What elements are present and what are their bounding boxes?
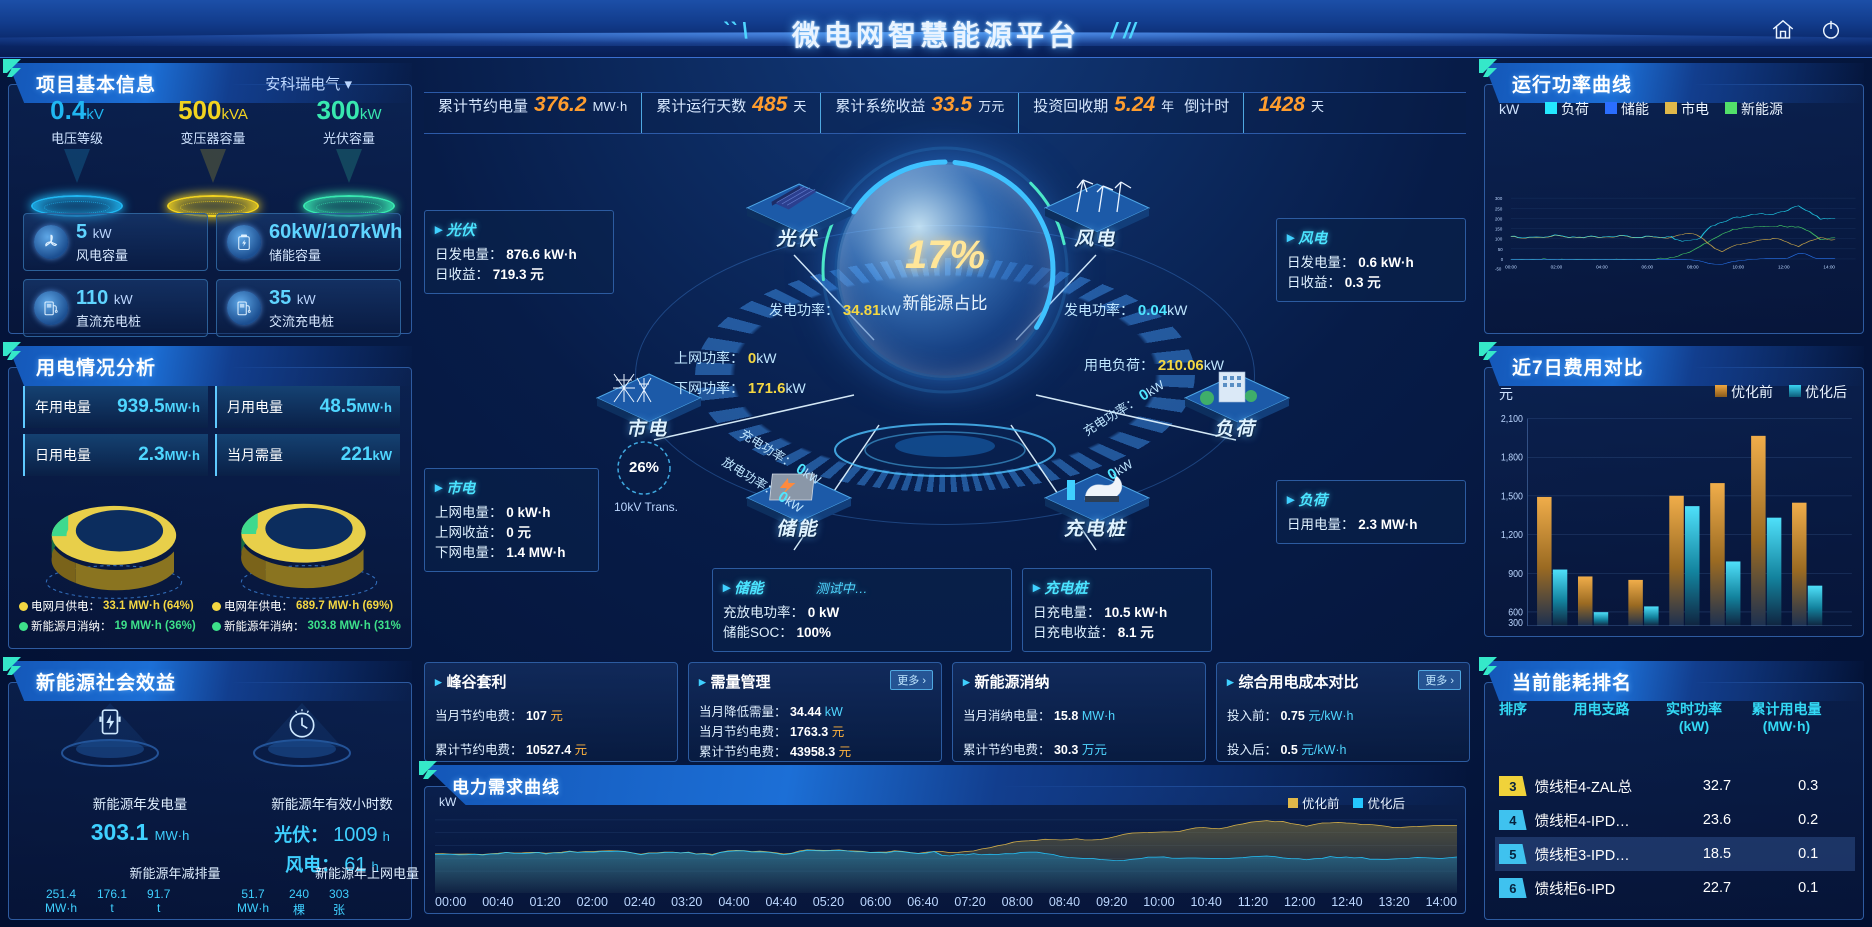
svg-text:14:00: 14:00 xyxy=(1823,265,1835,270)
svg-text:04:00: 04:00 xyxy=(1596,265,1608,270)
svg-text:00:00: 00:00 xyxy=(1505,265,1517,270)
svg-text:150: 150 xyxy=(1495,227,1503,232)
svg-text:02:00: 02:00 xyxy=(1551,265,1563,270)
svg-text:900: 900 xyxy=(1508,568,1523,579)
svg-text:200: 200 xyxy=(1495,216,1503,221)
svg-text:1,800: 1,800 xyxy=(1501,452,1523,463)
svg-text:0: 0 xyxy=(1501,257,1504,262)
svg-text:06:00: 06:00 xyxy=(1642,265,1654,270)
svg-text:250: 250 xyxy=(1495,206,1503,211)
svg-text:1,200: 1,200 xyxy=(1501,530,1523,541)
svg-text:300: 300 xyxy=(1495,196,1503,201)
svg-text:10:00: 10:00 xyxy=(1732,265,1744,270)
svg-text:08:00: 08:00 xyxy=(1687,265,1699,270)
svg-text:100: 100 xyxy=(1495,237,1503,242)
svg-text:50: 50 xyxy=(1498,247,1503,252)
svg-text:-50: -50 xyxy=(1495,267,1502,272)
svg-text:300: 300 xyxy=(1508,618,1523,626)
svg-text:12:00: 12:00 xyxy=(1778,265,1790,270)
svg-text:2,100: 2,100 xyxy=(1501,414,1523,425)
svg-text:600: 600 xyxy=(1508,607,1523,618)
svg-text:1,500: 1,500 xyxy=(1501,491,1523,502)
